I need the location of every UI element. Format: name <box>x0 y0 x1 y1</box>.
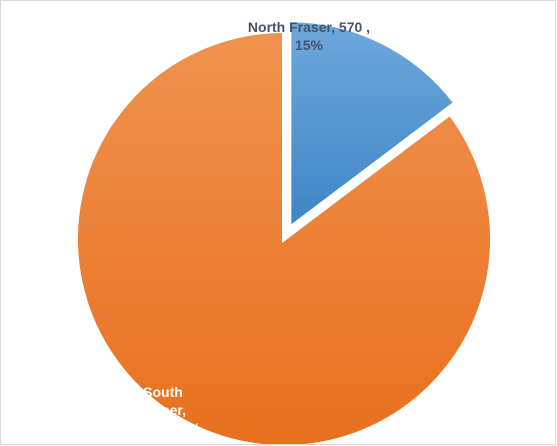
data-label-line: North Fraser, 570 , <box>248 19 370 35</box>
pie-slice-north-fraser <box>287 18 459 233</box>
data-label-line: 15% <box>295 37 324 53</box>
data-label-line: 3,305 , 85% <box>126 420 201 436</box>
pie-slice-south-fraser <box>74 28 494 444</box>
data-label-line: Fraser, <box>140 402 186 418</box>
data-label-north-fraser: North Fraser, 570 , 15% <box>248 19 370 53</box>
data-label-south-fraser: South Fraser, 3,305 , 85% <box>126 384 201 436</box>
data-label-line: South <box>143 384 183 400</box>
